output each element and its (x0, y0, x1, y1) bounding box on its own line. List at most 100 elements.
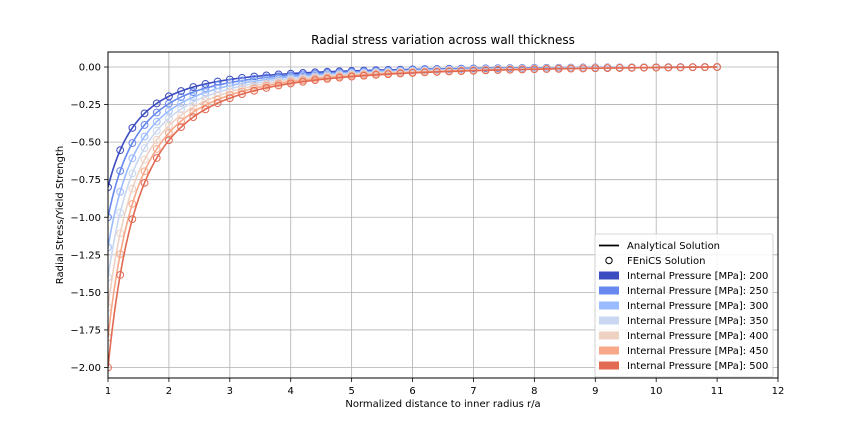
legend-series-swatch-4 (599, 316, 619, 325)
legend-series-swatch-1 (599, 271, 619, 280)
series-point-7 (177, 123, 185, 132)
x-tick-label: 3 (227, 386, 233, 397)
series-point-7 (128, 215, 137, 223)
series-point-1 (165, 92, 173, 101)
series-point-5 (189, 103, 198, 111)
series-point-3 (177, 99, 185, 107)
series-point-7 (676, 63, 685, 72)
legend-series-label-4: Internal Pressure [MPa]: 350 (627, 316, 768, 327)
series-point-7 (238, 90, 246, 99)
series-point-7 (359, 71, 368, 80)
series-point-7 (530, 65, 539, 74)
series-line-7 (108, 66, 718, 368)
series-point-7 (384, 70, 393, 79)
legend-series-swatch-5 (599, 331, 619, 340)
y-axis-label: Radial Stress/Yield Strength (55, 146, 66, 284)
series-point-7 (701, 63, 709, 72)
series-point-7 (652, 63, 661, 72)
series-point-7 (165, 136, 173, 145)
x-tick-label: 4 (288, 386, 294, 397)
series-point-2 (116, 167, 125, 175)
y-tick-label: −2.00 (70, 363, 101, 374)
series-point-7 (579, 64, 587, 73)
series-point-7 (396, 69, 405, 78)
series-point-4 (116, 208, 125, 217)
series-point-4 (189, 98, 198, 106)
series-point-7 (408, 69, 417, 77)
x-tick-label: 8 (531, 386, 537, 397)
series-point-1 (177, 87, 185, 95)
legend-series-label-2: Internal Pressure [MPa]: 250 (627, 286, 768, 297)
series-point-6 (250, 84, 259, 93)
series-point-7 (433, 68, 441, 76)
legend-series-label-3: Internal Pressure [MPa]: 300 (627, 301, 768, 312)
series-point-7 (591, 64, 600, 73)
series-point-5 (152, 135, 161, 144)
legend-frame (594, 233, 774, 378)
series-point-4 (152, 126, 161, 135)
series-point-7 (640, 63, 648, 72)
series-point-6 (189, 108, 198, 117)
series-point-7 (457, 67, 466, 75)
x-axis-label: Normalized distance to inner radius r/a (345, 399, 540, 410)
x-tick-label: 1 (105, 386, 111, 397)
x-tick-label: 10 (650, 386, 663, 397)
series-point-6 (177, 117, 185, 126)
series-point-2 (189, 88, 198, 96)
series-point-4 (128, 169, 137, 178)
series-point-3 (165, 107, 173, 115)
legend-series-swatch-2 (599, 286, 619, 295)
series-point-7 (518, 65, 527, 74)
series-point-7 (262, 83, 271, 92)
plot-frame (107, 51, 779, 379)
series-point-6 (152, 145, 161, 153)
legend-series-label-6: Internal Pressure [MPa]: 450 (627, 346, 768, 357)
legend-fenics-swatch (605, 256, 613, 265)
legend: Analytical Solution FEniCS Solution Intern… (594, 233, 774, 378)
series-point-7 (299, 77, 307, 86)
series-point-5 (116, 229, 125, 238)
series-point-7 (713, 63, 721, 71)
series-point-7 (286, 79, 295, 88)
series-point-7 (335, 73, 344, 82)
series-point-2 (140, 121, 149, 129)
series-point-2 (177, 93, 185, 101)
series-point-7 (116, 271, 125, 279)
series-point-5 (140, 155, 149, 164)
series-point-4 (165, 114, 173, 123)
series-point-6 (262, 81, 271, 90)
series-point-1 (140, 109, 149, 118)
series-point-3 (189, 93, 198, 101)
series-point-7 (189, 113, 198, 122)
chart-title: Radial stress variation across wall thic… (311, 33, 575, 47)
series-point-7 (493, 66, 502, 74)
legend-series-label-5: Internal Pressure [MPa]: 400 (627, 331, 768, 342)
y-tick-label: −0.50 (70, 138, 101, 149)
ticks: 1 2 3 4 5 6 7 8 9 10 11 120.00−0.25−0.50−0.75−1.00−… (70, 63, 784, 397)
x-tick-label: 12 (772, 386, 785, 397)
series-point-5 (128, 184, 137, 193)
series-point-3 (116, 187, 125, 196)
series-point-2 (128, 139, 137, 147)
series-point-5 (250, 82, 259, 90)
series-point-3 (140, 132, 149, 141)
y-tick-label: −0.25 (70, 100, 101, 111)
x-tick-label: 11 (711, 386, 724, 397)
series-point-1 (201, 80, 210, 88)
data-series (108, 63, 721, 372)
y-tick-label: −0.75 (70, 175, 101, 186)
x-tick-label: 2 (166, 386, 172, 397)
series-point-6 (165, 129, 173, 137)
series-point-7 (213, 99, 222, 108)
series-point-1 (128, 123, 137, 132)
series-point-7 (201, 105, 210, 114)
series-point-4 (140, 144, 149, 153)
legend-analytical-label: Analytical Solution (627, 241, 720, 252)
series-point-7 (372, 71, 380, 79)
series-point-5 (165, 121, 173, 130)
series-point-6 (128, 199, 137, 208)
series-point-7 (627, 63, 636, 72)
legend-series-label-1: Internal Pressure [MPa]: 200 (627, 271, 768, 282)
